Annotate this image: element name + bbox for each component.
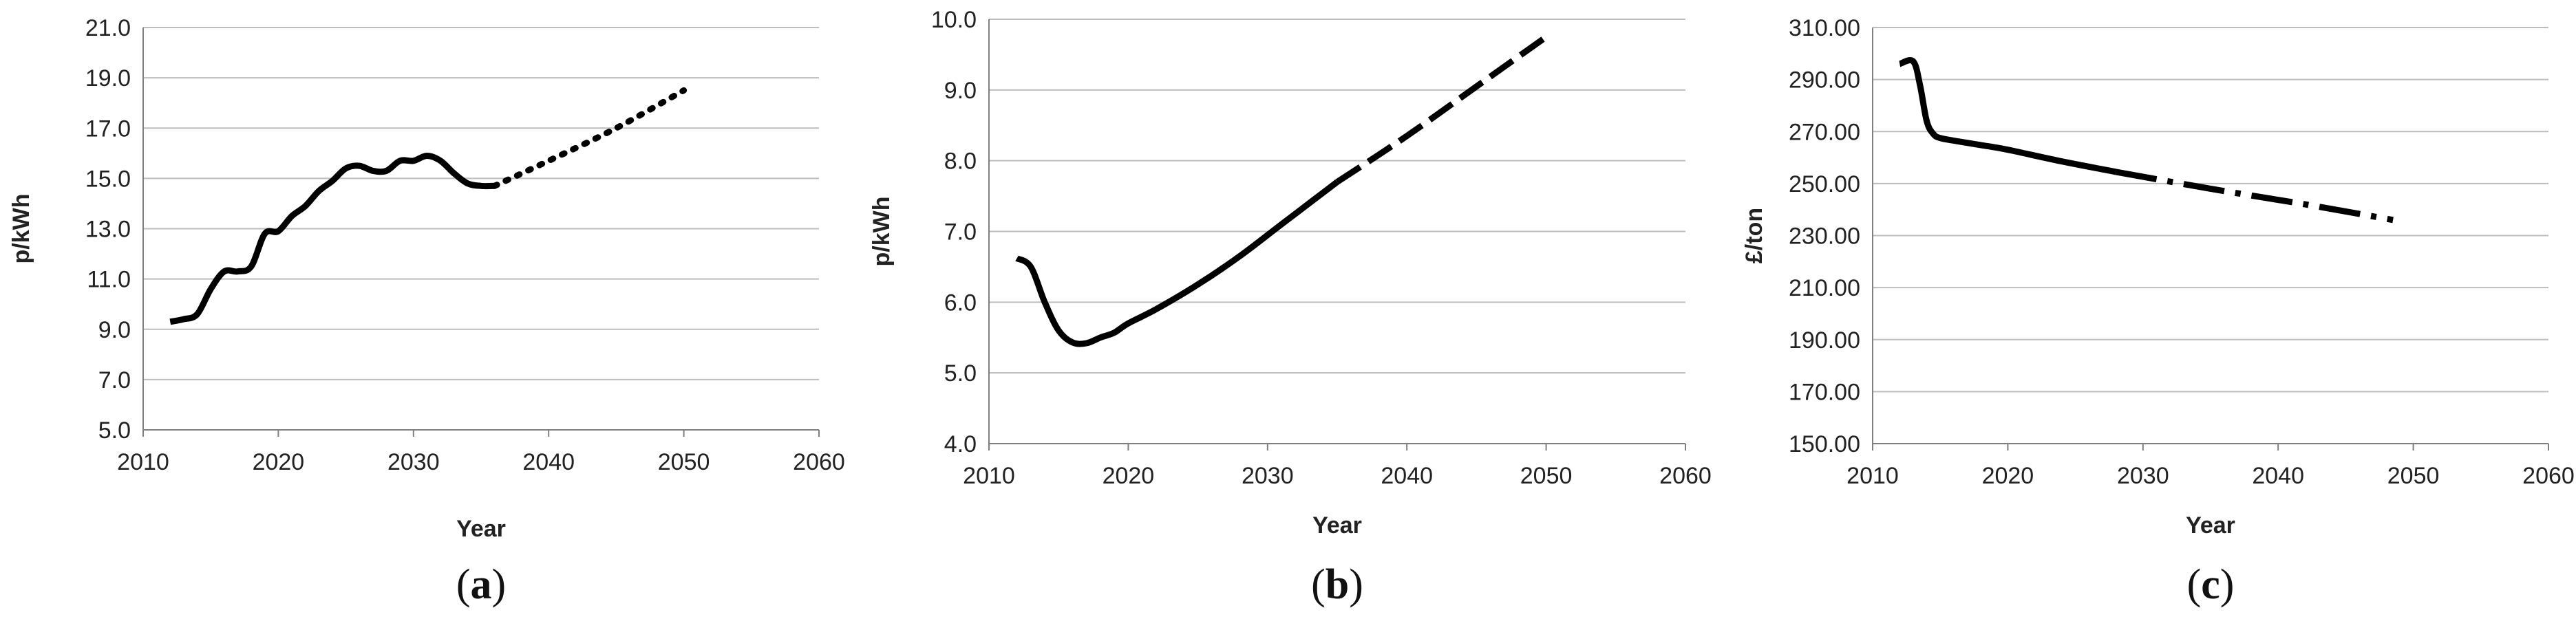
x-tick-label: 2050 [1520, 463, 1573, 489]
series-line-solid [1898, 57, 2117, 175]
x-tick-label: 2060 [793, 449, 845, 475]
panel-label: (b) [1311, 561, 1363, 608]
panel-label-letter: b [1326, 561, 1349, 608]
y-tick-label: 190.00 [1789, 327, 1860, 354]
y-tick-label: 150.00 [1789, 431, 1860, 457]
x-tick-label: 2020 [253, 449, 305, 475]
y-axis-title: £/ton [1741, 208, 1767, 263]
y-tick-label: 170.00 [1789, 379, 1860, 405]
chart-panel-c: 150.00 170.00 190.00 210.00 230.00 250.00 270.… [1712, 0, 2576, 619]
y-tick-label: 7.0 [944, 219, 977, 246]
y-tick-label: 290.00 [1789, 67, 1860, 94]
y-tick-label: 19.0 [85, 65, 131, 91]
chart-panel-b: 4.0 5.0 6.0 7.0 8.0 9.0 10.0 2010 2020 2030 2040 20… [849, 0, 1712, 619]
x-axis-title: Year [456, 516, 506, 542]
y-tick-label: 11.0 [87, 267, 131, 293]
x-tick-label: 2040 [2252, 463, 2304, 489]
y-tick-label: 250.00 [1789, 171, 1860, 197]
series-line-dash-dot [2115, 169, 2394, 224]
y-tick-label: 270.00 [1789, 119, 1860, 145]
x-tick-label: 2030 [387, 449, 440, 475]
x-tick-label: 2030 [1242, 463, 1294, 489]
y-tick-label: 7.0 [98, 367, 131, 393]
y-tick-label: 210.00 [1789, 275, 1860, 301]
y-tick-label: 21.0 [85, 15, 131, 41]
x-tick-label: 2020 [1982, 463, 2034, 489]
x-tick-label: 2030 [2117, 463, 2169, 489]
series-line-solid [1015, 179, 1339, 347]
x-tick-label: 2040 [522, 449, 575, 475]
y-tick-label: 6.0 [944, 290, 977, 316]
series-line-solid [169, 153, 495, 325]
y-tick-label: 8.0 [944, 149, 977, 175]
y-tick-label: 13.0 [85, 217, 131, 243]
y-tick-label: 310.00 [1789, 15, 1860, 41]
series-line-dotted [491, 87, 688, 189]
x-tick-label: 2050 [2387, 463, 2440, 489]
x-axis-title: Year [2186, 512, 2235, 539]
panel-label: (c) [2187, 561, 2235, 608]
chart-c-svg: 150.00 170.00 190.00 210.00 230.00 250.00 270.… [1741, 15, 2575, 608]
chart-a-svg: 5.0 7.0 9.0 11.0 13.0 15.0 17.0 19.0 21.0 2010 202… [8, 15, 845, 608]
x-tick-label: 2010 [963, 463, 1015, 489]
y-tick-label: 9.0 [98, 317, 131, 343]
x-tick-label: 2060 [2522, 463, 2575, 489]
x-tick-label: 2040 [1381, 463, 1433, 489]
y-tick-label: 10.0 [931, 7, 977, 33]
y-tick-label: 4.0 [944, 431, 977, 457]
y-tick-label: 17.0 [85, 116, 131, 142]
x-tick-label: 2010 [117, 449, 169, 475]
x-tick-label: 2060 [1659, 463, 1712, 489]
panel-label-letter: a [471, 561, 492, 608]
series-line-dashed [1335, 34, 1548, 185]
y-tick-label: 15.0 [85, 166, 131, 192]
panel-label: (a) [456, 561, 506, 608]
x-tick-label: 2020 [1103, 463, 1155, 489]
y-axis-title: p/kWh [8, 194, 34, 264]
chart-panel-a: 5.0 7.0 9.0 11.0 13.0 15.0 17.0 19.0 21.0 2010 202… [0, 0, 849, 619]
x-tick-label: 2050 [658, 449, 710, 475]
chart-b-svg: 4.0 5.0 6.0 7.0 8.0 9.0 10.0 2010 2020 2030 2040 20… [869, 7, 1712, 608]
panel-label-letter: c [2201, 561, 2220, 608]
x-axis-title: Year [1312, 512, 1362, 539]
y-tick-label: 9.0 [944, 78, 977, 104]
x-tick-label: 2010 [1846, 463, 1899, 489]
y-axis-title: p/kWh [869, 197, 895, 267]
y-tick-label: 5.0 [98, 417, 131, 444]
y-tick-label: 230.00 [1789, 224, 1860, 250]
y-tick-label: 5.0 [944, 360, 977, 387]
